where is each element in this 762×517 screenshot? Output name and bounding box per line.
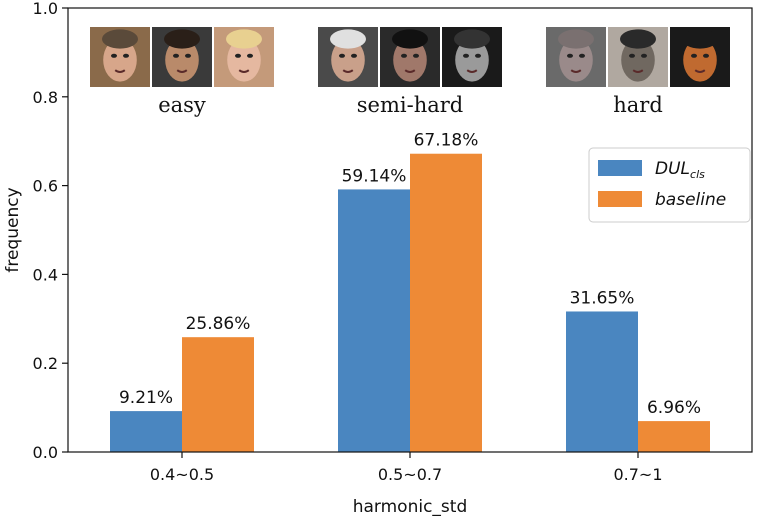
face-thumbnail-easy-0 [90,27,150,87]
x-axis-label: harmonic_std [353,497,468,517]
y-tick-label: 0.0 [33,443,58,462]
bar-dul-0 [110,411,182,452]
group-label-easy: easy [158,93,206,117]
face-thumbnail-semi-hard-0 [318,27,378,87]
x-tick-label: 0.7~1 [613,465,662,484]
face-thumbnail-hard-0 [546,27,606,87]
legend-swatch-baseline [598,191,642,207]
legend-label-baseline: baseline [655,190,726,210]
face-thumbnail-semi-hard-1 [380,27,440,87]
legend-swatch-dul [598,160,642,176]
group-label-semi-hard: semi-hard [357,93,463,117]
face-thumbnail-hard-2 [670,27,730,87]
x-tick-label: 0.5~0.7 [378,465,442,484]
data-label-dul-0: 9.21% [119,388,173,408]
face-thumbnails: easy semi-hard hard [90,27,730,117]
data-label-dul-1: 59.14% [342,166,407,186]
bar-dul-2 [566,311,638,452]
y-tick-label: 0.6 [33,177,58,196]
x-tick-label: 0.4~0.5 [150,465,214,484]
y-tick-label: 0.8 [33,88,58,107]
y-axis-label: frequency [3,187,23,272]
data-label-baseline-1: 67.18% [414,131,479,151]
data-label-dul-2: 31.65% [570,288,635,308]
y-tick-label: 0.4 [33,265,58,284]
bar-baseline-1 [410,153,482,452]
face-thumbnail-easy-2 [214,27,274,87]
data-label-baseline-0: 25.86% [186,314,251,334]
bar-dul-1 [338,189,410,452]
face-thumbnail-easy-1 [152,27,212,87]
data-label-baseline-2: 6.96% [647,398,701,418]
y-tick-label: 1.0 [33,0,58,18]
bars-layer: 9.21% 59.14% 31.65% 25.86% 67.18% 6.96% [110,131,710,452]
group-label-hard: hard [613,93,663,117]
face-thumbnail-hard-1 [608,27,668,87]
bar-baseline-0 [182,337,254,452]
face-thumbnail-semi-hard-2 [442,27,502,87]
y-tick-label: 0.2 [33,354,58,373]
axes: 0.0 0.2 0.4 0.6 0.8 1.0 0.4~0.5 0.5~0.7 0.7~1 [33,0,753,484]
bar-baseline-2 [638,421,710,452]
